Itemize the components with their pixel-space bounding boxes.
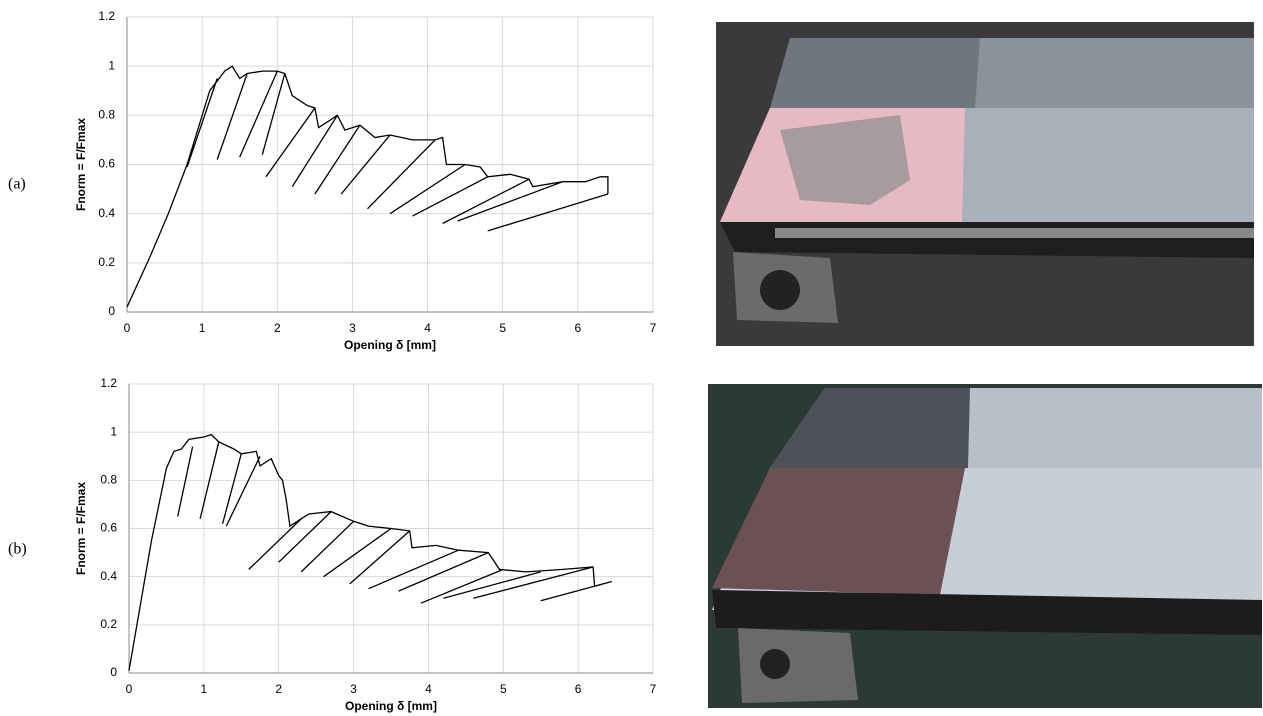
x-tick-label: 3 xyxy=(350,682,357,696)
x-tick-label: 5 xyxy=(500,682,507,696)
x-tick-label: 4 xyxy=(424,321,431,335)
y-tick-label: 1 xyxy=(108,58,115,72)
figure: (a) (b) 0 0.2 0.4 0.6 0.8 1 1.2 0 1 2 3 4 5 6 7 Opening δ… xyxy=(0,0,1263,716)
y-tick-label: 0 xyxy=(110,665,117,679)
y-axis-label: Fnorm = F/Fmax xyxy=(74,482,88,575)
x-tick-label: 6 xyxy=(575,682,582,696)
y-tick-label: 1.2 xyxy=(100,376,117,390)
y-tick-label: 0.6 xyxy=(100,521,117,535)
photo-b xyxy=(708,384,1262,708)
y-tick-label: 0.6 xyxy=(98,157,115,171)
y-tick-label: 0.8 xyxy=(100,473,117,487)
x-tick-label: 1 xyxy=(201,682,208,696)
x-tick-label: 2 xyxy=(275,682,282,696)
x-tick-label: 2 xyxy=(274,321,281,335)
x-tick-label: 3 xyxy=(349,321,356,335)
x-tick-label: 6 xyxy=(575,321,582,335)
x-axis-label: Opening δ [mm] xyxy=(345,699,437,713)
y-tick-label: 0.4 xyxy=(100,569,117,583)
data-line xyxy=(129,435,612,671)
x-tick-label: 7 xyxy=(650,321,657,335)
page: (a) (b) 0 0.2 0.4 0.6 0.8 1 1.2 0 1 2 3 4 5 6 7 Opening δ… xyxy=(0,0,1263,716)
x-tick-label: 0 xyxy=(126,682,133,696)
y-tick-label: 0.2 xyxy=(98,255,115,269)
y-tick-label: 0.4 xyxy=(98,206,115,220)
x-axis-label: Opening δ [mm] xyxy=(344,338,436,352)
x-tick-label: 4 xyxy=(425,682,432,696)
x-tick-label: 5 xyxy=(499,321,506,335)
y-tick-label: 1 xyxy=(110,424,117,438)
x-tick-label: 0 xyxy=(124,321,131,335)
y-axis-label: Fnorm = F/Fmax xyxy=(74,118,88,211)
y-tick-label: 0.2 xyxy=(100,617,117,631)
photo-a xyxy=(716,22,1254,346)
data-line xyxy=(127,66,608,307)
x-tick-label: 7 xyxy=(650,682,657,696)
panel-label: (a) xyxy=(8,176,26,193)
y-tick-label: 0 xyxy=(108,304,115,318)
y-tick-label: 1.2 xyxy=(98,9,115,23)
panel-label: (b) xyxy=(8,541,27,558)
x-tick-label: 1 xyxy=(199,321,206,335)
y-tick-label: 0.8 xyxy=(98,108,115,122)
